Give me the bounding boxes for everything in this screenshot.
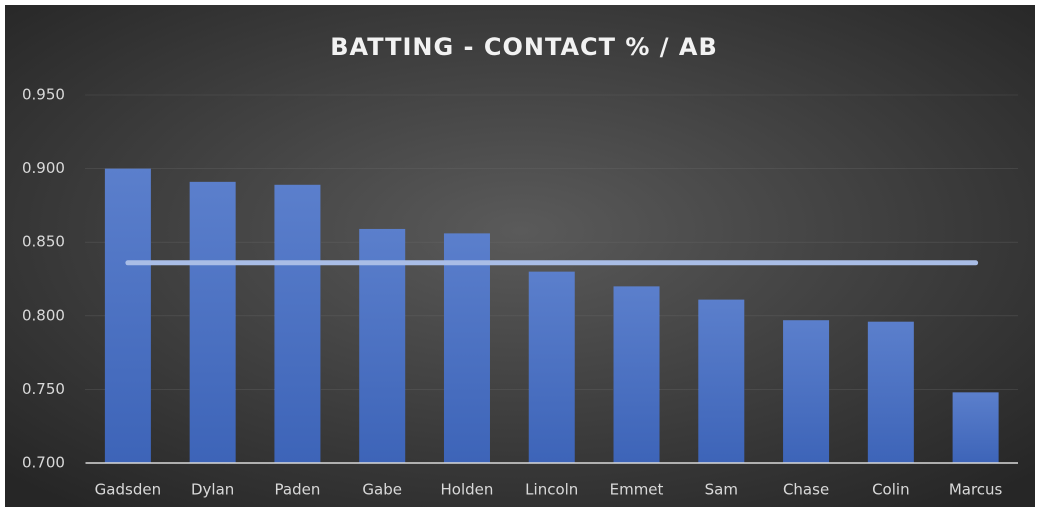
bar — [613, 286, 660, 463]
bar — [189, 181, 236, 463]
bar — [698, 299, 745, 463]
bar — [104, 168, 151, 463]
y-tick-label: 0.850 — [22, 233, 65, 251]
y-tick-label: 0.900 — [22, 159, 65, 177]
bar — [783, 320, 830, 463]
bar — [952, 392, 999, 463]
x-tick-label: Sam — [705, 481, 738, 499]
y-tick-label: 0.950 — [22, 86, 65, 104]
bar — [274, 184, 321, 464]
x-tick-label: Holden — [441, 481, 494, 499]
y-tick-label: 0.750 — [22, 380, 65, 398]
chart-title: BATTING - CONTACT % / AB — [330, 33, 718, 61]
x-tick-label: Gadsden — [95, 481, 161, 499]
background — [5, 5, 1035, 507]
y-tick-label: 0.700 — [22, 454, 65, 472]
x-tick-label: Gabe — [362, 481, 402, 499]
y-tick-label: 0.800 — [22, 306, 65, 324]
x-tick-label: Emmet — [610, 481, 664, 499]
x-tick-label: Chase — [783, 481, 829, 499]
bar — [867, 321, 914, 463]
x-tick-label: Marcus — [949, 481, 1003, 499]
bar — [528, 271, 575, 463]
x-tick-label: Dylan — [191, 481, 234, 499]
bar — [443, 233, 490, 463]
x-tick-label: Colin — [872, 481, 910, 499]
x-tick-label: Paden — [275, 481, 321, 499]
bar — [359, 228, 406, 463]
x-tick-label: Lincoln — [525, 481, 578, 499]
